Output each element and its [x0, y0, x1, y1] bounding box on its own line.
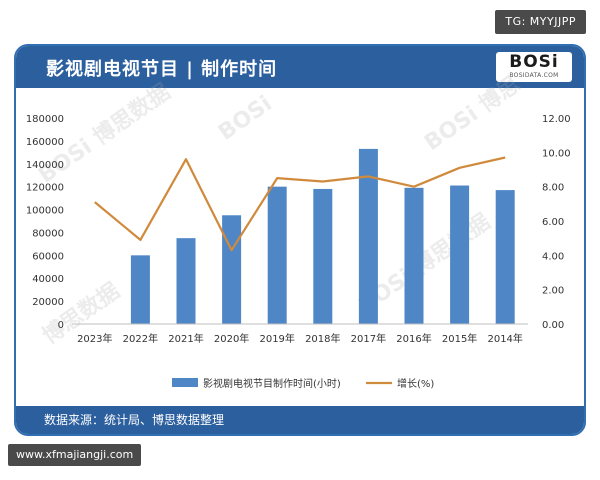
logo-sub-text: BOSIDATA.COM — [509, 72, 559, 79]
bosi-logo: BOSi BOSIDATA.COM — [496, 52, 572, 82]
left-tick-label: 20000 — [32, 297, 64, 308]
growth-line — [94, 156, 506, 252]
left-tick-label: 120000 — [26, 183, 64, 194]
footer-bar: 数据来源：统计局、博思数据整理 — [16, 406, 584, 434]
bar-2015年 — [450, 185, 470, 324]
bar-2022年 — [130, 255, 150, 324]
logo-main-text: BOSi — [509, 52, 559, 72]
right-axis-ticks: 0.00 2.00 4.00 6.00 8.00 10.00 12.00 — [542, 114, 571, 331]
title-bar: 影视剧电视节目 | 制作时间 BOSi BOSIDATA.COM — [16, 46, 584, 88]
right-tick-label: 8.00 — [542, 183, 564, 194]
left-tick-label: 100000 — [26, 206, 64, 217]
left-tick-label: 80000 — [32, 228, 64, 239]
legend-bar-swatch — [172, 378, 198, 387]
growth-line-series — [94, 156, 506, 252]
x-tick-label: 2014年 — [487, 332, 522, 345]
right-tick-label: 12.00 — [542, 114, 571, 125]
x-axis-ticks: 2023年 2022年 2021年 2020年 2019年 2018年 2017年 2016年… — [77, 332, 523, 345]
left-tick-label: 180000 — [26, 114, 64, 125]
chart-card: 影视剧电视节目 | 制作时间 BOSi BOSIDATA.COM BOSi 博思… — [14, 44, 586, 436]
bar-2014年 — [495, 190, 515, 324]
x-tick-label: 2023年 — [77, 332, 112, 345]
left-tick-label: 160000 — [26, 137, 64, 148]
left-tick-label: 60000 — [32, 251, 64, 262]
url-badge: www.xfmajiangji.com — [8, 444, 142, 466]
right-tick-label: 10.00 — [542, 148, 571, 159]
x-tick-label: 2020年 — [214, 332, 249, 345]
x-tick-label: 2018年 — [305, 332, 340, 345]
data-source: 数据来源：统计局、博思数据整理 — [44, 413, 225, 427]
legend-bar-label: 影视剧电视节目制作时间(小时) — [203, 377, 341, 390]
right-tick-label: 6.00 — [542, 217, 564, 228]
x-tick-label: 2022年 — [123, 332, 158, 345]
left-tick-label: 0 — [58, 320, 64, 331]
left-tick-label: 140000 — [26, 160, 64, 171]
x-tick-label: 2019年 — [259, 332, 294, 345]
legend: 影视剧电视节目制作时间(小时) 增长(%) — [172, 377, 434, 390]
tg-badge: TG: MYYJJPP — [495, 10, 586, 34]
bar-2016年 — [404, 187, 424, 324]
x-tick-label: 2016年 — [396, 332, 431, 345]
bar-2018年 — [313, 188, 333, 324]
x-tick-label: 2015年 — [442, 332, 477, 345]
legend-line-label: 增长(%) — [397, 377, 434, 390]
left-axis-ticks: 0 20000 40000 60000 80000 100000 120000 140000 1… — [26, 114, 64, 331]
bar-series — [130, 148, 515, 324]
chart-title: 影视剧电视节目 | 制作时间 — [46, 59, 278, 80]
x-tick-label: 2021年 — [168, 332, 203, 345]
right-tick-label: 2.00 — [542, 286, 564, 297]
x-tick-label: 2017年 — [351, 332, 386, 345]
right-tick-label: 0.00 — [542, 320, 564, 331]
right-tick-label: 4.00 — [542, 251, 564, 262]
bar-2019年 — [267, 186, 287, 324]
bar-2021年 — [176, 238, 196, 324]
bar-2017年 — [358, 148, 378, 324]
bar-2020年 — [222, 215, 242, 324]
left-tick-label: 40000 — [32, 274, 64, 285]
